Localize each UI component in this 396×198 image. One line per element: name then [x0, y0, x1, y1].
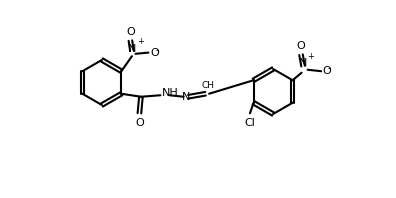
Text: NH: NH — [162, 88, 179, 98]
Text: O: O — [297, 41, 305, 51]
Text: -: - — [155, 45, 158, 55]
Text: N: N — [182, 92, 190, 102]
Text: O: O — [126, 27, 135, 37]
Text: +: + — [137, 37, 144, 46]
Text: Cl: Cl — [245, 118, 255, 128]
Text: +: + — [307, 52, 314, 61]
Text: -: - — [328, 63, 331, 73]
Text: O: O — [323, 66, 331, 76]
Text: O: O — [150, 48, 159, 58]
Text: N: N — [128, 44, 137, 54]
Text: N: N — [299, 58, 307, 68]
Text: O: O — [135, 118, 144, 128]
Text: CH: CH — [202, 81, 214, 90]
